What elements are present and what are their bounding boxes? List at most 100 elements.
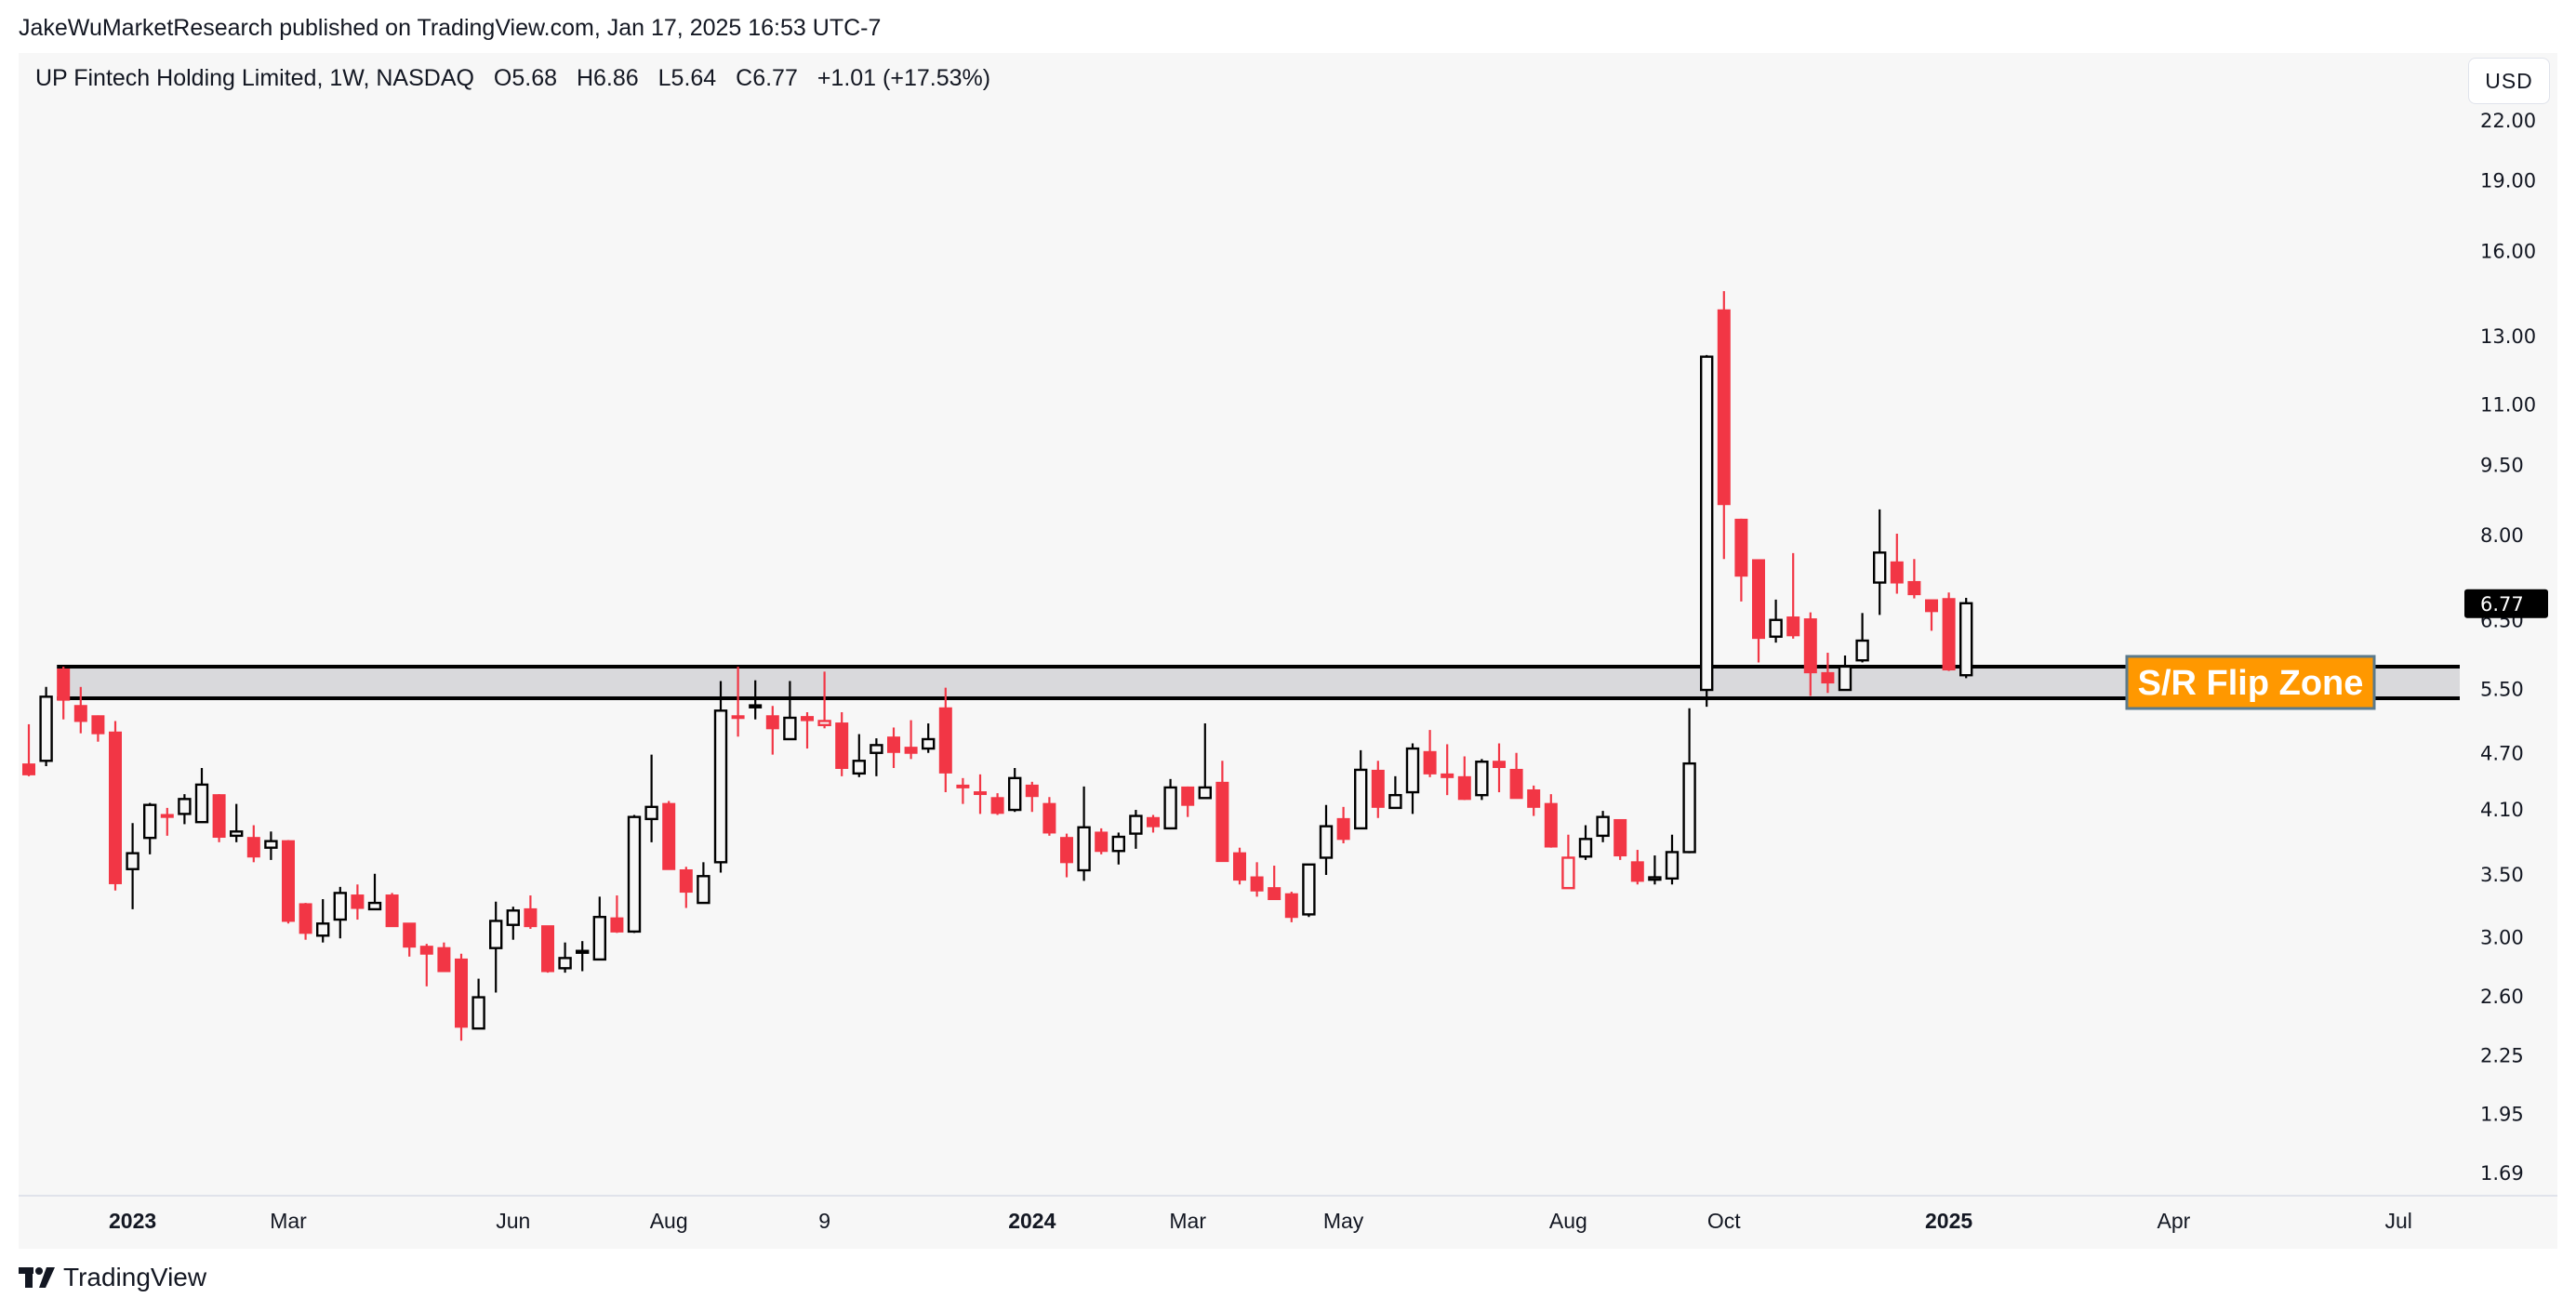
candle[interactable]: [1786, 552, 1800, 639]
candle[interactable]: [419, 944, 433, 987]
candle[interactable]: [1544, 794, 1558, 848]
candle[interactable]: [1163, 778, 1177, 830]
candle[interactable]: [57, 666, 71, 720]
candle[interactable]: [1527, 785, 1541, 816]
candle[interactable]: [644, 754, 658, 842]
candle[interactable]: [1007, 767, 1022, 813]
candle[interactable]: [835, 711, 849, 776]
candle[interactable]: [558, 942, 572, 973]
candle[interactable]: [956, 777, 970, 804]
candle[interactable]: [1648, 855, 1662, 885]
candle[interactable]: [765, 706, 779, 755]
candle[interactable]: [22, 723, 35, 776]
candle[interactable]: [1233, 847, 1246, 885]
candle[interactable]: [1284, 892, 1298, 922]
candle[interactable]: [1441, 744, 1454, 796]
candle[interactable]: [351, 884, 365, 920]
candle[interactable]: [1250, 862, 1264, 897]
time-axis[interactable]: 2023 Mar Jun Aug 9 2024 Mar May Aug Oct 2025 Apr Jul: [109, 1209, 2412, 1233]
currency-button[interactable]: USD: [2468, 58, 2550, 104]
candle[interactable]: [455, 953, 468, 1041]
candle[interactable]: [1769, 599, 1783, 643]
candle[interactable]: [990, 793, 1004, 815]
candle[interactable]: [1388, 775, 1402, 810]
candle[interactable]: [1959, 597, 1973, 679]
candle[interactable]: [627, 814, 642, 934]
candle[interactable]: [385, 893, 399, 928]
candle[interactable]: [1509, 752, 1523, 800]
candle[interactable]: [1129, 810, 1143, 849]
candle[interactable]: [662, 801, 676, 870]
sr-flip-zone-label-box[interactable]: [2125, 655, 2376, 710]
candle[interactable]: [1613, 818, 1627, 860]
candle[interactable]: [1198, 723, 1213, 800]
candle[interactable]: [1734, 518, 1748, 602]
candle[interactable]: [471, 978, 485, 1030]
candle[interactable]: [1025, 781, 1039, 813]
candle[interactable]: [1682, 708, 1696, 854]
candle[interactable]: [333, 886, 347, 939]
candle[interactable]: [1302, 863, 1316, 918]
candle[interactable]: [1907, 559, 1921, 599]
candle[interactable]: [922, 723, 936, 753]
candle[interactable]: [1890, 534, 1904, 594]
candle[interactable]: [1855, 613, 1869, 663]
candle[interactable]: [1147, 814, 1160, 833]
candle[interactable]: [1405, 743, 1420, 814]
candle[interactable]: [1181, 786, 1195, 817]
candle[interactable]: [403, 922, 417, 957]
candle[interactable]: [524, 895, 538, 930]
candle[interactable]: [91, 715, 105, 742]
candle[interactable]: [109, 721, 122, 891]
candle[interactable]: [1752, 559, 1765, 663]
candle[interactable]: [1561, 834, 1575, 890]
candle[interactable]: [73, 686, 87, 734]
candle[interactable]: [142, 802, 157, 854]
candle[interactable]: [731, 666, 745, 737]
price-axis[interactable]: 22.0019.0016.0013.0011.009.508.006.505.5…: [2464, 110, 2548, 1185]
candle[interactable]: [212, 794, 226, 842]
candle[interactable]: [1475, 759, 1489, 801]
candle[interactable]: [489, 901, 503, 993]
candle[interactable]: [576, 941, 590, 972]
candle[interactable]: [610, 895, 624, 934]
sr-flip-zone[interactable]: [57, 664, 2460, 700]
candle[interactable]: [1925, 599, 1938, 631]
candle[interactable]: [679, 867, 693, 908]
candle[interactable]: [1215, 761, 1229, 863]
candle[interactable]: [506, 907, 520, 940]
candle[interactable]: [1042, 797, 1056, 836]
candle[interactable]: [1336, 806, 1350, 843]
candle[interactable]: [938, 687, 952, 793]
candle[interactable]: [1821, 653, 1835, 694]
candle[interactable]: [1717, 291, 1731, 560]
candle[interactable]: [1353, 749, 1368, 830]
candle[interactable]: [1111, 832, 1126, 865]
candle[interactable]: [541, 925, 554, 973]
candle[interactable]: [783, 681, 797, 741]
candle[interactable]: [367, 873, 382, 911]
candle[interactable]: [974, 774, 987, 814]
candle[interactable]: [437, 942, 451, 973]
candle[interactable]: [178, 794, 192, 825]
candle[interactable]: [1630, 850, 1644, 885]
candle[interactable]: [904, 720, 918, 760]
candle[interactable]: [1060, 833, 1073, 878]
candle[interactable]: [39, 686, 53, 767]
candle[interactable]: [1803, 612, 1817, 696]
candle[interactable]: [1077, 786, 1091, 881]
candle[interactable]: [801, 711, 814, 749]
candle[interactable]: [1942, 592, 1956, 671]
candle[interactable]: [316, 899, 330, 943]
candle[interactable]: [749, 680, 763, 720]
candle[interactable]: [887, 727, 900, 768]
candle[interactable]: [1493, 743, 1506, 793]
candle[interactable]: [282, 840, 295, 924]
candle[interactable]: [713, 681, 728, 873]
candle[interactable]: [697, 862, 710, 905]
candle[interactable]: [264, 831, 278, 860]
candle[interactable]: [1371, 761, 1385, 818]
candle[interactable]: [160, 807, 174, 836]
candle[interactable]: [246, 825, 260, 863]
